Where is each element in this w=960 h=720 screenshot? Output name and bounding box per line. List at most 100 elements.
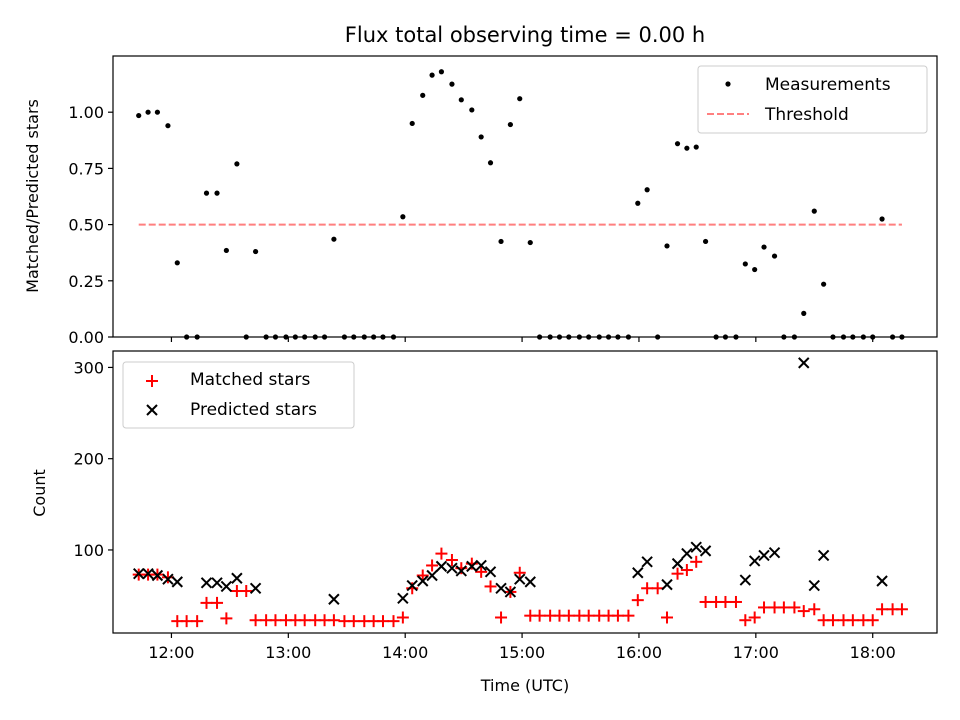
predicted-stars-point-11-b	[397, 592, 409, 605]
matched-stars-point-69	[808, 603, 821, 616]
matched-stars-point-26	[387, 615, 400, 628]
matched-stars-point-75	[866, 614, 879, 627]
predicted-stars-point-37-b	[808, 579, 820, 592]
predicted-stars-point-3	[162, 573, 174, 585]
bottom-panel-xlabel: Time (UTC)	[480, 676, 569, 695]
matched-stars-point-66	[777, 601, 790, 614]
predicted-stars-point-22	[504, 586, 517, 598]
matched-stars-point-78	[895, 603, 908, 616]
measurements-point-40	[527, 239, 533, 246]
matched-stars-point-37	[495, 611, 508, 624]
measurements-point-68	[801, 310, 807, 316]
matched-stars-point-17	[298, 614, 311, 627]
predicted-stars-point-6-b	[211, 577, 223, 589]
predicted-stars-point-4-b	[171, 576, 183, 588]
matched-stars-point-64	[758, 601, 771, 614]
measurements-point-58	[702, 238, 709, 245]
measurements-point-4	[174, 260, 180, 266]
top-panel-ylabel: Matched/Predicted stars	[23, 99, 42, 293]
measurements-point-54	[664, 243, 670, 249]
matched-stars-point-36	[484, 580, 497, 593]
matched-stars-point-22	[347, 615, 360, 628]
predicted-stars-point-9-b	[249, 582, 262, 594]
predicted-stars-point-27-b	[661, 578, 673, 591]
matched-stars-point-62	[739, 614, 752, 627]
predicted-stars-point-11	[397, 592, 409, 605]
measurements-point-39	[517, 96, 523, 102]
measurements-point-34	[469, 107, 475, 113]
measurements-point-64	[761, 244, 767, 250]
predicted-stars-point-29-b	[681, 547, 693, 560]
predicted-stars-point-26-b	[641, 556, 653, 568]
y-tick-label-0-4: 1.00	[68, 103, 104, 122]
legend-matched-marker	[146, 375, 158, 387]
predicted-stars-point-32-b	[739, 574, 752, 586]
predicted-stars-point-19-b	[475, 559, 487, 572]
measurements-point-8	[214, 190, 220, 196]
predicted-stars-point-13-b	[417, 575, 429, 587]
predicted-stars-point-38	[817, 549, 830, 562]
predicted-stars-point-35	[768, 546, 781, 559]
matched-stars-point-5	[180, 615, 193, 628]
predicted-stars-point-37	[808, 579, 820, 592]
predicted-stars-point-10-b	[328, 593, 340, 605]
measurements-point-57	[693, 144, 699, 150]
predicted-stars-point-22-b	[504, 586, 517, 598]
matched-stars-point-14	[269, 614, 282, 627]
matched-stars-point-46	[582, 609, 595, 622]
x-tick-label-1-1: 13:00	[265, 643, 311, 662]
predicted-stars-point-30-b	[690, 541, 702, 553]
predicted-stars-point-34-b	[758, 549, 770, 562]
y-tick-label-0-0: 0.00	[68, 328, 104, 347]
matched-stars-point-31	[435, 547, 448, 560]
predicted-stars-point-28	[671, 557, 684, 570]
predicted-stars-point-0-b	[133, 567, 145, 580]
measurements-point-38	[507, 121, 513, 128]
legend-predicted-label: Predicted stars	[190, 400, 317, 420]
matched-stars-point-49	[611, 609, 624, 622]
measurements-point-69	[811, 208, 817, 214]
predicted-stars-point-29	[681, 547, 693, 560]
y-tick-label-0-1: 0.25	[68, 272, 104, 291]
predicted-stars-point-36	[798, 357, 810, 369]
predicted-stars-point-4	[171, 576, 183, 588]
matched-stars-point-44	[562, 609, 575, 622]
matched-stars-point-20	[327, 614, 340, 627]
measurements-point-20	[331, 236, 337, 242]
matched-stars-point-76	[876, 603, 889, 616]
matched-stars-point-51	[631, 594, 644, 607]
matched-stars-point-41	[533, 609, 546, 622]
top-panel-title: Flux total observing time = 0.00 h	[345, 23, 705, 47]
predicted-stars-point-21	[495, 582, 507, 594]
measurements-point-36	[487, 160, 494, 166]
matched-stars-point-39	[513, 566, 526, 579]
predicted-stars-point-24	[524, 576, 536, 588]
matched-stars-point-25	[376, 615, 389, 628]
predicted-stars-point-13	[417, 575, 429, 587]
matched-stars-point-68	[797, 605, 810, 618]
predicted-stars-point-39	[876, 575, 888, 587]
predicted-stars-point-15	[435, 560, 448, 573]
predicted-stars-point-1	[142, 567, 154, 580]
bottom-panel-ylabel: Count	[30, 469, 49, 517]
y-tick-label-0-2: 0.50	[68, 216, 104, 235]
top-y-ticks: 0.00 0.25 0.50 0.75 1.00	[68, 103, 113, 347]
matched-stars-point-52	[641, 582, 654, 595]
measurements-point-76	[879, 216, 885, 222]
predicted-stars-point-21-b	[495, 582, 507, 594]
x-tick-label-1-4: 16:00	[616, 643, 662, 662]
matched-stars-point-35	[475, 565, 488, 578]
predicted-stars-point-7	[220, 580, 233, 593]
top-panel-frame	[112, 55, 938, 338]
predicted-stars-point-3-b	[162, 573, 174, 585]
bottom-panel-frame	[112, 350, 938, 634]
predicted-stars-point-38-b	[817, 549, 830, 562]
predicted-stars-point-39-b	[876, 575, 888, 587]
predicted-stars-point-33	[748, 555, 761, 567]
measurements-point-7	[203, 190, 210, 196]
predicted-stars-point-34	[758, 549, 770, 562]
measurements-point-56	[684, 145, 690, 151]
predicted-stars-point-14	[426, 569, 438, 582]
matched-stars-point-53	[651, 582, 664, 595]
measurements-point-29	[420, 92, 426, 98]
